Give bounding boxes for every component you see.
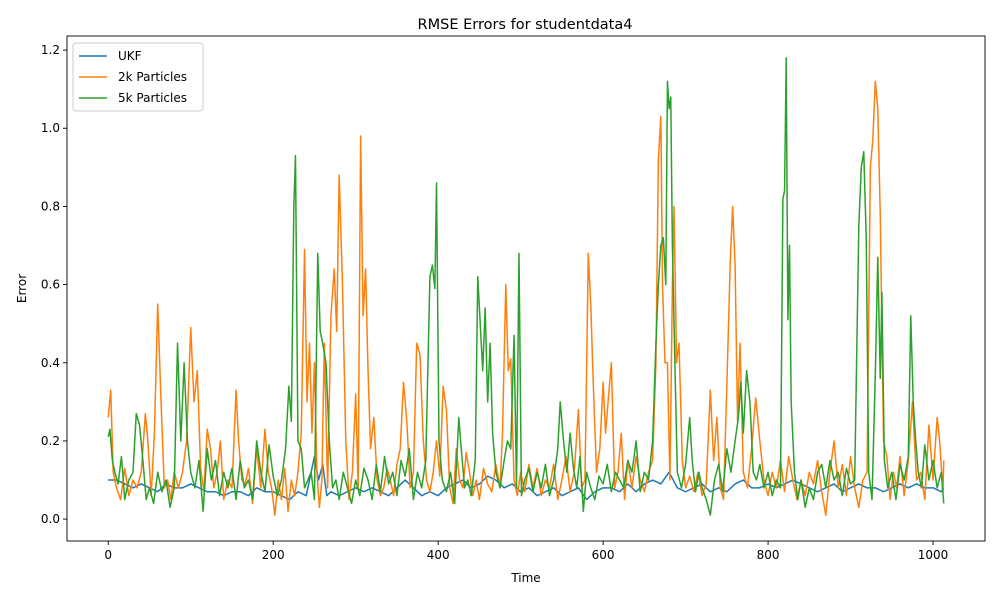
x-tick-label: 0 [104, 548, 112, 562]
y-tick-label: 0.4 [41, 356, 60, 370]
chart-title: RMSE Errors for studentdata4 [418, 17, 633, 33]
x-tick-label: 400 [427, 548, 450, 562]
legend: UKF 2k Particles 5k Particles [72, 42, 204, 112]
legend-label: UKF [118, 49, 142, 63]
y-tick-label: 0.8 [41, 199, 60, 213]
x-axis-ticks: 0 200 400 600 800 1000 [104, 541, 948, 562]
y-tick-label: 0.2 [41, 434, 60, 448]
y-tick-label: 1.2 [41, 43, 60, 57]
y-tick-label: 1.0 [41, 121, 60, 135]
plot-frame [66, 35, 986, 542]
x-tick-label: 800 [757, 548, 780, 562]
x-axis-label: Time [510, 571, 540, 585]
x-tick-label: 1000 [918, 548, 949, 562]
legend-label: 5k Particles [118, 91, 187, 105]
series-line-5k-particles [107, 57, 945, 516]
y-axis-label: Error [15, 274, 29, 303]
y-axis-ticks: 0.0 0.2 0.4 0.6 0.8 1.0 1.2 [41, 43, 67, 526]
y-tick-label: 0.0 [41, 512, 60, 526]
x-tick-label: 600 [592, 548, 615, 562]
x-tick-label: 200 [262, 548, 285, 562]
legend-label: 2k Particles [118, 70, 187, 84]
y-tick-label: 0.6 [41, 278, 60, 292]
plot-series [107, 57, 945, 516]
legend-box [72, 42, 204, 112]
